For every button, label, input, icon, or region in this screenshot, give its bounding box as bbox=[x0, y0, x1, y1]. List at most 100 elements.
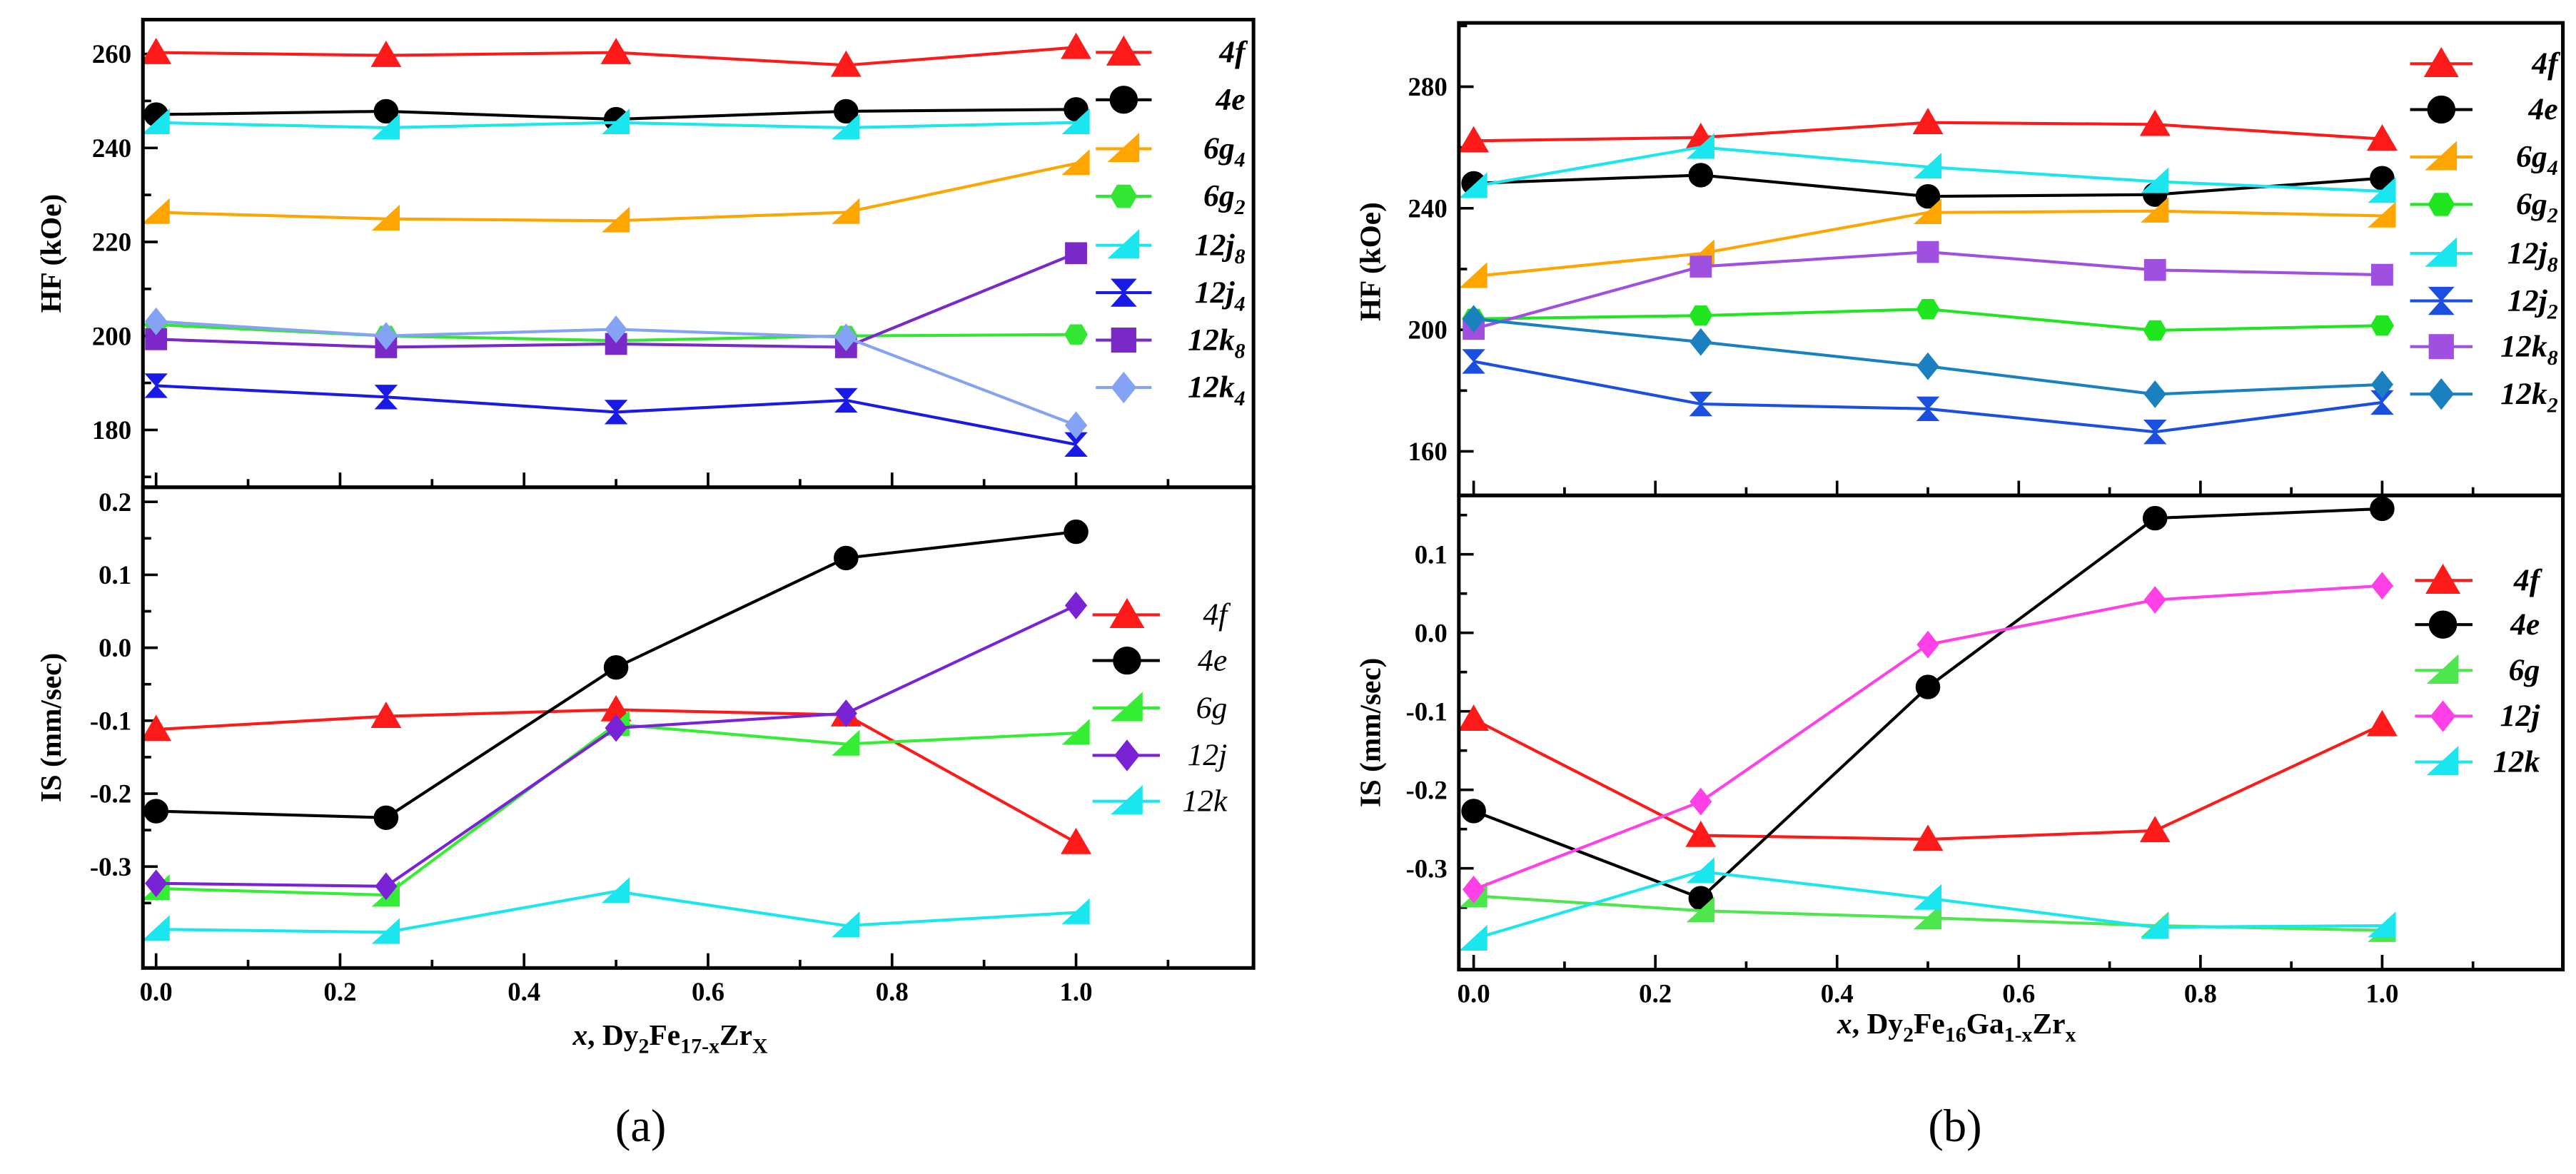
data-point bbox=[830, 50, 862, 77]
legend-label-subscript: 2 bbox=[2547, 393, 2558, 417]
x-axis-title-part: Fe bbox=[1914, 1007, 1945, 1040]
legend-marker bbox=[1110, 692, 1143, 722]
data-point bbox=[2370, 315, 2394, 336]
legend-label-subscript: 2 bbox=[2547, 300, 2558, 324]
legend-label: 6g bbox=[2509, 653, 2540, 687]
y-tick-label: 200 bbox=[1408, 315, 1448, 345]
legend-entry: 4f bbox=[1092, 597, 1231, 632]
x-tick-label: 0.0 bbox=[1458, 979, 1490, 1008]
y-tick-label: 160 bbox=[1408, 437, 1448, 466]
x-axis-title-part: x bbox=[1837, 1007, 1852, 1040]
x-axis-title-part: Fe bbox=[650, 1018, 681, 1051]
data-point bbox=[1459, 172, 1487, 198]
y-axis-title: HF (kOe) bbox=[34, 194, 68, 313]
legend-label-subscript: 8 bbox=[2547, 346, 2558, 370]
y-tick-label: 180 bbox=[92, 415, 131, 445]
x-axis-title-subscript: 1-x bbox=[2004, 1023, 2033, 1046]
data-point bbox=[2143, 380, 2166, 408]
legend-label: 4e bbox=[1215, 83, 1245, 117]
data-point bbox=[601, 877, 630, 904]
data-point bbox=[1686, 133, 1714, 159]
legend-label-main: 6g bbox=[2516, 187, 2547, 221]
y-tick-label: 0.1 bbox=[1415, 540, 1448, 569]
legend-label-main: 4f bbox=[2513, 563, 2543, 597]
data-point bbox=[834, 699, 857, 728]
legend-label-subscript: 4 bbox=[2547, 156, 2558, 180]
data-point bbox=[1461, 799, 1486, 824]
data-point bbox=[1061, 108, 1090, 134]
x-axis-title: x, Dy2Fe17-xZrX bbox=[572, 1018, 768, 1058]
legend-entry: 12k bbox=[2415, 744, 2540, 779]
legend-marker bbox=[1110, 278, 1137, 307]
data-point bbox=[375, 872, 398, 901]
y-tick-label: 0.1 bbox=[99, 560, 131, 589]
legend-label-main: 4f bbox=[2531, 46, 2561, 81]
series-12k2 bbox=[1462, 305, 2394, 408]
data-point bbox=[832, 198, 860, 224]
legend-label: 6g bbox=[1196, 691, 1228, 725]
data-point bbox=[1686, 857, 1714, 884]
data-point bbox=[1462, 875, 1485, 904]
data-point bbox=[834, 545, 859, 571]
series-12j8 bbox=[1459, 133, 2396, 203]
data-point bbox=[2368, 911, 2396, 938]
series-12j2 bbox=[1462, 349, 2394, 445]
data-point bbox=[141, 714, 172, 742]
data-point bbox=[2143, 258, 2166, 281]
data-point bbox=[1685, 820, 1717, 847]
x-axis-title: x, Dy2Fe16Ga1-xZrx bbox=[1837, 1007, 2076, 1046]
legend-entry: 4e bbox=[1096, 83, 1246, 117]
data-point bbox=[2370, 370, 2394, 399]
series-12k bbox=[141, 877, 1090, 944]
x-axis-title-part: x bbox=[572, 1018, 587, 1051]
data-point bbox=[1688, 163, 1714, 188]
y-tick-label: -0.3 bbox=[1405, 854, 1447, 883]
data-point bbox=[1916, 352, 1939, 380]
data-point bbox=[1916, 298, 1940, 320]
legend-label: 12k bbox=[2493, 744, 2540, 779]
data-point bbox=[1689, 255, 1712, 278]
data-point bbox=[141, 37, 172, 64]
legend-label-main: 12k bbox=[1182, 784, 1228, 818]
data-point bbox=[371, 918, 400, 944]
legend-marker bbox=[1107, 132, 1140, 163]
data-point bbox=[2368, 201, 2396, 228]
y-tick-label: 0.0 bbox=[99, 633, 131, 662]
data-point bbox=[1064, 591, 1088, 619]
x-axis-title-subscript: 2 bbox=[639, 1035, 650, 1058]
legend-label-subscript: 2 bbox=[2547, 204, 2558, 228]
legend-label-main: 12j bbox=[1195, 228, 1236, 262]
data-point bbox=[144, 373, 168, 398]
legend-entry: 12j2 bbox=[2410, 283, 2558, 324]
data-point bbox=[603, 655, 629, 680]
legend-entry: 12k2 bbox=[2410, 377, 2558, 417]
data-point bbox=[2141, 167, 2169, 193]
y-tick-label: -0.1 bbox=[90, 707, 131, 736]
data-point bbox=[371, 204, 400, 231]
legend-marker bbox=[2430, 700, 2456, 732]
chart-b-hyperfine-field: 1602002402804f4e6g46g212j812j212k812k2HF… bbox=[1353, 21, 2565, 497]
data-point bbox=[1065, 242, 1087, 265]
data-point bbox=[1064, 324, 1088, 345]
legend-entry: 6g4 bbox=[2410, 140, 2558, 180]
legend-label: 6g2 bbox=[1203, 179, 1246, 219]
legend: 4f 4e 6g 12j 12k bbox=[2415, 563, 2543, 779]
x-axis-title-subscript: x bbox=[2066, 1023, 2076, 1046]
x-tick-label: 0.8 bbox=[876, 977, 909, 1006]
legend-entry: 4f bbox=[2415, 563, 2543, 597]
legend-label-main: 4f bbox=[1203, 597, 1231, 632]
data-point bbox=[1689, 391, 1713, 417]
data-point bbox=[601, 108, 630, 134]
data-point bbox=[1915, 674, 1941, 699]
legend-entry: 12j4 bbox=[1096, 275, 1246, 315]
legend-label-subscript: 8 bbox=[1235, 245, 1246, 268]
series-12j bbox=[145, 591, 1088, 901]
series-4f bbox=[1458, 704, 2398, 851]
y-tick-label: -0.1 bbox=[1405, 697, 1447, 726]
data-point bbox=[373, 98, 399, 124]
x-tick-label: 0.0 bbox=[140, 977, 173, 1006]
legend-label-main: 12k bbox=[2500, 330, 2547, 364]
legend-entry: 12k8 bbox=[1096, 323, 1246, 363]
data-point bbox=[1061, 898, 1090, 924]
